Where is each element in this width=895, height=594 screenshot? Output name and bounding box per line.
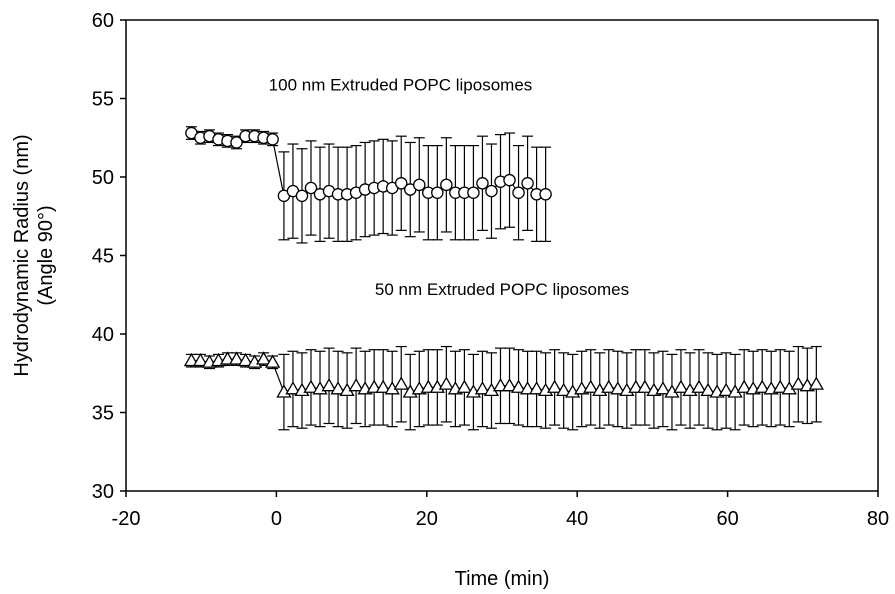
data-point-triangle bbox=[528, 381, 545, 395]
data-point-triangle bbox=[501, 377, 518, 392]
x-axis-title: Time (min) bbox=[455, 568, 550, 590]
y-tick-label: 30 bbox=[92, 481, 114, 503]
data-point-triangle bbox=[183, 352, 200, 367]
y-tick-label: 60 bbox=[92, 10, 114, 32]
data-point-triangle bbox=[265, 354, 281, 368]
data-point-triangle bbox=[808, 376, 824, 390]
data-point-triangle bbox=[348, 377, 364, 392]
data-point-triangle bbox=[700, 382, 716, 397]
data-point-triangle bbox=[456, 379, 473, 393]
data-point-circle bbox=[230, 136, 243, 149]
data-point-circle bbox=[394, 177, 408, 190]
y-tick-label: 35 bbox=[92, 403, 114, 425]
data-point-triangle bbox=[330, 381, 346, 395]
data-point-circle bbox=[304, 181, 318, 195]
series-100nm bbox=[185, 126, 552, 244]
x-tick-label: -20 bbox=[112, 508, 141, 530]
annotation-100nm: 100 nm Extruded POPC liposomes bbox=[269, 76, 533, 95]
data-point-triangle bbox=[754, 379, 770, 393]
x-tick-label: 20 bbox=[416, 508, 438, 530]
data-point-triangle bbox=[601, 379, 617, 393]
data-point-triangle bbox=[438, 376, 454, 390]
data-point-triangle bbox=[192, 352, 209, 367]
data-point-circle bbox=[512, 186, 525, 199]
data-point-triangle bbox=[673, 379, 689, 393]
data-point-circle bbox=[503, 173, 516, 187]
x-tick-label: 0 bbox=[271, 508, 282, 530]
data-point-triangle bbox=[583, 379, 599, 393]
annotation-layer: 100 nm Extruded POPC liposomes 50 nm Extr… bbox=[269, 76, 629, 299]
data-point-triangle bbox=[492, 377, 509, 392]
data-point-circle bbox=[431, 186, 444, 199]
data-point-triangle bbox=[736, 379, 752, 393]
data-point-triangle bbox=[637, 379, 653, 393]
data-point-circle bbox=[467, 186, 480, 199]
data-point-triangle bbox=[303, 379, 319, 393]
series-layer bbox=[183, 126, 824, 431]
data-point-circle bbox=[413, 178, 426, 192]
x-tick-label: 40 bbox=[566, 508, 588, 530]
y-tick-label: 40 bbox=[92, 324, 114, 346]
x-tick-label: 60 bbox=[716, 508, 738, 530]
data-point-triangle bbox=[628, 379, 644, 393]
y-axis-title-main: Hydrodynamic Radius (nm) bbox=[11, 134, 33, 376]
axes-layer: 30 35 40 45 50 55 60 -20 0 20 40 60 80 bbox=[92, 10, 889, 530]
data-point-circle bbox=[476, 177, 489, 190]
data-point-triangle bbox=[219, 351, 236, 365]
data-point-triangle bbox=[228, 351, 245, 365]
data-point-triangle bbox=[474, 381, 491, 395]
data-point-triangle bbox=[366, 379, 382, 393]
data-point-circle bbox=[521, 177, 534, 190]
data-point-circle bbox=[295, 189, 309, 203]
series-50nm bbox=[183, 345, 824, 431]
data-point-triangle bbox=[321, 377, 337, 392]
data-point-triangle bbox=[547, 379, 563, 393]
data-point-triangle bbox=[375, 379, 391, 393]
data-point-triangle bbox=[655, 381, 671, 395]
y-axis-title: Hydrodynamic Radius (nm) (Angle 90°) bbox=[11, 134, 57, 376]
data-point-triangle bbox=[772, 379, 788, 393]
data-point-triangle bbox=[610, 381, 626, 395]
data-point-triangle bbox=[255, 351, 272, 365]
data-point-triangle bbox=[519, 381, 536, 395]
data-point-circle bbox=[539, 188, 552, 201]
annotation-50nm: 50 nm Extruded POPC liposomes bbox=[375, 280, 629, 299]
y-tick-label: 50 bbox=[92, 167, 114, 189]
data-point-triangle bbox=[556, 382, 572, 397]
y-tick-label: 45 bbox=[92, 246, 114, 268]
data-point-circle bbox=[266, 133, 279, 146]
y-axis-title-sub: (Angle 90°) bbox=[35, 205, 57, 305]
plot-area bbox=[125, 19, 879, 492]
data-point-triangle bbox=[691, 379, 707, 393]
data-point-triangle bbox=[790, 376, 806, 390]
data-point-triangle bbox=[393, 376, 409, 390]
data-point-triangle bbox=[510, 379, 527, 393]
data-point-circle bbox=[440, 178, 453, 192]
data-point-triangle bbox=[237, 352, 254, 367]
data-point-triangle bbox=[718, 382, 734, 397]
data-point-triangle bbox=[420, 379, 436, 393]
data-point-triangle bbox=[285, 381, 301, 395]
y-tick-label: 55 bbox=[92, 89, 114, 111]
data-point-circle bbox=[485, 184, 498, 198]
x-tick-label: 80 bbox=[867, 508, 889, 530]
